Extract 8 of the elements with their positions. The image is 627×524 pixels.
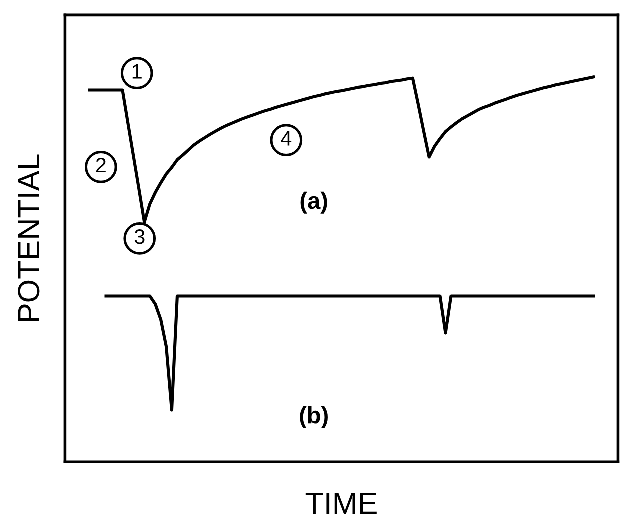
annotation: 3 <box>134 230 145 244</box>
annotation: (a) <box>300 192 328 214</box>
annotation: 1 <box>132 64 142 79</box>
x-axis-title: TIME <box>306 493 377 514</box>
annotation: 2 <box>96 158 106 173</box>
y-axis-title: POTENTIAL <box>18 154 40 322</box>
annotation: (b) <box>300 406 328 428</box>
annotation: 4 <box>281 131 292 146</box>
